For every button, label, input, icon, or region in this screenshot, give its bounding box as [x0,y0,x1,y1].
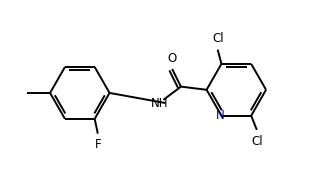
Text: Cl: Cl [251,135,263,148]
Text: NH: NH [151,97,168,109]
Text: F: F [95,138,101,151]
Text: Cl: Cl [212,32,223,45]
Text: O: O [167,52,177,65]
Text: N: N [216,109,224,122]
